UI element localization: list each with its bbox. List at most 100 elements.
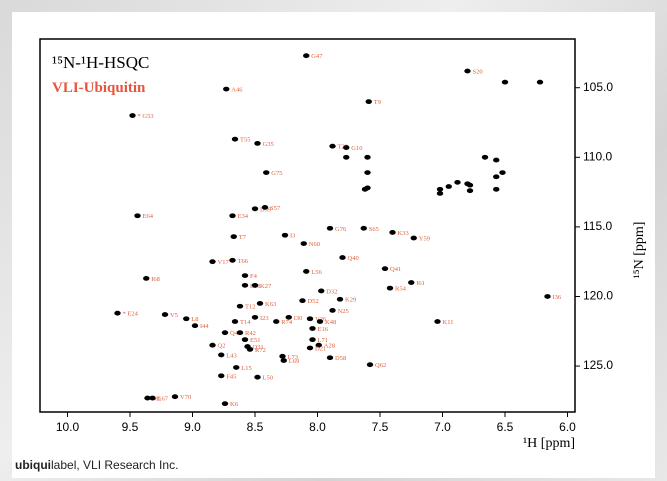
peak (273, 319, 280, 324)
peak (241, 282, 249, 288)
peak (300, 241, 307, 246)
peak-label: G76 (335, 226, 347, 233)
peak (309, 337, 316, 343)
peak-label: L67 (158, 396, 169, 403)
peak (365, 99, 372, 105)
peak-label: E64 (143, 213, 154, 220)
peak-label: G10 (351, 145, 362, 152)
peak (143, 275, 150, 281)
peak (221, 401, 229, 407)
y-tick-label: 110.0 (583, 149, 612, 163)
peak-label: V5 (170, 312, 178, 319)
peak-label: V17 (218, 259, 230, 266)
peak-label: Q40 (348, 255, 359, 262)
peak-label: Q49 (230, 330, 241, 337)
peak (218, 352, 225, 358)
peak (129, 113, 136, 118)
x-tick-label: 8.5 (247, 420, 264, 434)
peak-label: K48 (325, 319, 336, 326)
peak-label: S57 (270, 205, 281, 212)
chart-title: ¹⁵N-¹H-HSQC (52, 53, 149, 72)
peak (229, 213, 236, 219)
card (12, 12, 655, 478)
y-tick-label: 115.0 (583, 219, 612, 233)
peak (360, 225, 367, 231)
peak (229, 257, 236, 263)
peak (339, 255, 346, 260)
peak-label: D58 (335, 355, 346, 362)
peak (191, 323, 199, 329)
peak (410, 235, 417, 241)
peak (251, 282, 259, 288)
peak-label: I36 (553, 294, 562, 301)
peak-label: T55 (240, 137, 250, 144)
peak (256, 301, 264, 306)
peak-label: L50 (263, 375, 273, 382)
peak (218, 373, 225, 379)
peak-label: D32 (326, 288, 337, 295)
caption: ubiquilabel, VLI Research Inc. (15, 458, 178, 472)
peak-label: K29 (345, 297, 356, 304)
peak (316, 319, 324, 324)
peak-label: T66 (238, 258, 249, 265)
peak-label: D21 (315, 345, 326, 352)
peak (315, 342, 322, 348)
peak-label: D39 (260, 206, 271, 213)
peak-label: T9 (374, 99, 381, 106)
peak (306, 345, 314, 351)
peak (454, 179, 461, 185)
peak (261, 205, 269, 210)
x-tick-label: 10.0 (56, 420, 80, 434)
peak (236, 330, 244, 336)
peak (436, 191, 444, 196)
peak (318, 288, 325, 294)
peak (144, 395, 151, 401)
peak-label: Q62 (375, 362, 386, 369)
peak-label: T12 (245, 304, 255, 311)
peak-label: L69 (289, 358, 299, 365)
peak (343, 154, 350, 160)
x-tick-label: 9.5 (122, 420, 139, 434)
peak-label: G75 (271, 170, 282, 177)
peak (464, 68, 471, 74)
peak (466, 188, 474, 194)
peak (254, 374, 261, 380)
peak (309, 326, 316, 331)
peak-label: L8 (191, 316, 198, 323)
peak (254, 140, 261, 146)
peak (171, 394, 179, 400)
y-axis-label: ¹⁵N [ppm] (632, 222, 647, 279)
peak (436, 186, 444, 192)
peak-label: T14 (240, 319, 251, 326)
peak-label: L73 (288, 354, 298, 361)
peak-label: Q2 (218, 343, 226, 350)
peak (408, 280, 415, 285)
peak (161, 312, 169, 317)
peak (364, 170, 371, 176)
peak-label: I61 (416, 280, 425, 287)
peak (329, 143, 336, 149)
peak-label: I3 (290, 233, 295, 240)
peak (223, 86, 230, 92)
peak (251, 206, 259, 212)
peak-label: K33 (398, 230, 409, 237)
peak (236, 303, 244, 309)
peak-label: F45 (226, 373, 236, 380)
peak-label: K11 (443, 319, 454, 326)
peak (536, 79, 544, 85)
peak-label: L56 (311, 269, 322, 276)
peak-label: K27 (260, 283, 272, 290)
peak (281, 232, 289, 238)
peak (303, 53, 310, 59)
peak-label: R42 (245, 330, 256, 337)
peak (499, 170, 506, 176)
peak (241, 273, 249, 279)
peak (299, 298, 306, 304)
x-tick-label: 6.0 (559, 420, 576, 434)
peak-label: V70 (180, 394, 191, 401)
peak-label: * E24 (123, 311, 139, 318)
peak-label: L15 (241, 365, 251, 372)
caption-bold: ubiqui (15, 458, 51, 472)
peak-label: T7 (239, 234, 247, 241)
peak (221, 330, 229, 336)
